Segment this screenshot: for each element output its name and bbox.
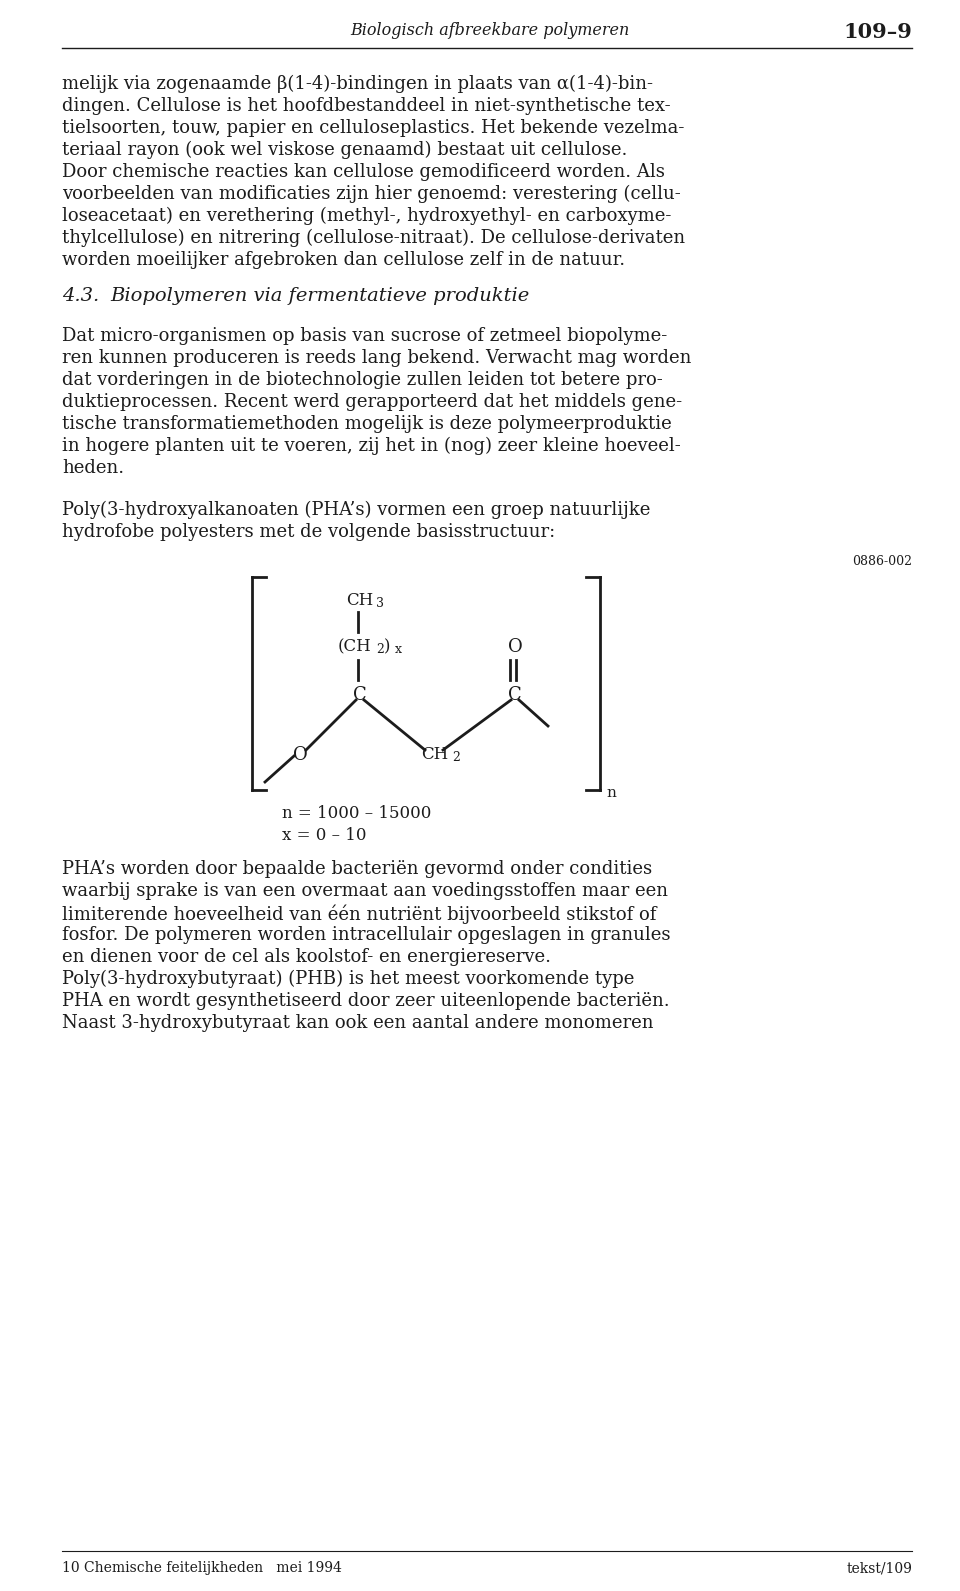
- Text: waarbij sprake is van een overmaat aan voedingsstoffen maar een: waarbij sprake is van een overmaat aan v…: [62, 881, 668, 901]
- Text: O: O: [293, 746, 307, 764]
- Text: O: O: [508, 638, 522, 655]
- Text: CH: CH: [347, 592, 373, 609]
- Text: heden.: heden.: [62, 458, 124, 477]
- Text: PHA en wordt gesynthetiseerd door zeer uiteenlopende bacteriën.: PHA en wordt gesynthetiseerd door zeer u…: [62, 993, 670, 1010]
- Text: hydrofobe polyesters met de volgende basisstructuur:: hydrofobe polyesters met de volgende bas…: [62, 523, 555, 541]
- Text: loseacetaat) en verethering (methyl-, hydroxyethyl- en carboxyme-: loseacetaat) en verethering (methyl-, hy…: [62, 207, 671, 226]
- Text: 2: 2: [376, 643, 384, 655]
- Text: melijk via zogenaamde β(1-4)-bindingen in plaats van α(1-4)-bin-: melijk via zogenaamde β(1-4)-bindingen i…: [62, 75, 653, 94]
- Text: dat vorderingen in de biotechnologie zullen leiden tot betere pro-: dat vorderingen in de biotechnologie zul…: [62, 371, 662, 390]
- Text: n: n: [606, 786, 616, 800]
- Text: Door chemische reacties kan cellulose gemodificeerd worden. Als: Door chemische reacties kan cellulose ge…: [62, 162, 665, 181]
- Text: voorbeelden van modificaties zijn hier genoemd: verestering (cellu-: voorbeelden van modificaties zijn hier g…: [62, 185, 681, 204]
- Text: thylcellulose) en nitrering (cellulose-nitraat). De cellulose-derivaten: thylcellulose) en nitrering (cellulose-n…: [62, 229, 685, 247]
- Text: x = 0 – 10: x = 0 – 10: [282, 827, 367, 843]
- Text: Biologisch afbreekbare polymeren: Biologisch afbreekbare polymeren: [350, 22, 630, 40]
- Text: en dienen voor de cel als koolstof- en energiereserve.: en dienen voor de cel als koolstof- en e…: [62, 948, 551, 966]
- Text: tische transformatiemethoden mogelijk is deze polymeerproduktie: tische transformatiemethoden mogelijk is…: [62, 415, 672, 433]
- Text: Biopolymeren via fermentatieve produktie: Biopolymeren via fermentatieve produktie: [110, 286, 529, 305]
- Text: n = 1000 – 15000: n = 1000 – 15000: [282, 805, 431, 823]
- Text: Naast 3-hydroxybutyraat kan ook een aantal andere monomeren: Naast 3-hydroxybutyraat kan ook een aant…: [62, 1013, 654, 1033]
- Text: limiterende hoeveelheid van één nutriënt bijvoorbeeld stikstof of: limiterende hoeveelheid van één nutriënt…: [62, 904, 657, 923]
- Text: duktieprocessen. Recent werd gerapporteerd dat het middels gene-: duktieprocessen. Recent werd gerapportee…: [62, 393, 683, 410]
- Text: tekst/109: tekst/109: [846, 1561, 912, 1575]
- Text: 4.3.: 4.3.: [62, 286, 99, 305]
- Text: teriaal rayon (ook wel viskose genaamd) bestaat uit cellulose.: teriaal rayon (ook wel viskose genaamd) …: [62, 142, 628, 159]
- Text: x: x: [395, 643, 402, 655]
- Text: Poly(3-hydroxyalkanoaten (PHA’s) vormen een groep natuurlijke: Poly(3-hydroxyalkanoaten (PHA’s) vormen …: [62, 501, 650, 519]
- Text: 109–9: 109–9: [843, 22, 912, 41]
- Text: dingen. Cellulose is het hoofdbestanddeel in niet-synthetische tex-: dingen. Cellulose is het hoofdbestanddee…: [62, 97, 671, 115]
- Text: tielsoorten, touw, papier en celluloseplastics. Het bekende vezelma-: tielsoorten, touw, papier en cellulosepl…: [62, 119, 684, 137]
- Text: 2: 2: [452, 751, 460, 764]
- Text: C: C: [508, 686, 522, 703]
- Text: fosfor. De polymeren worden intracellulair opgeslagen in granules: fosfor. De polymeren worden intracellula…: [62, 926, 670, 943]
- Text: 0886-002: 0886-002: [852, 555, 912, 568]
- Text: in hogere planten uit te voeren, zij het in (nog) zeer kleine hoeveel-: in hogere planten uit te voeren, zij het…: [62, 438, 681, 455]
- Text: ): ): [384, 638, 391, 655]
- Text: PHA’s worden door bepaalde bacteriën gevormd onder condities: PHA’s worden door bepaalde bacteriën gev…: [62, 861, 652, 878]
- Text: ren kunnen produceren is reeds lang bekend. Verwacht mag worden: ren kunnen produceren is reeds lang beke…: [62, 348, 691, 368]
- Text: worden moeilijker afgebroken dan cellulose zelf in de natuur.: worden moeilijker afgebroken dan cellulo…: [62, 251, 625, 269]
- Text: (CH: (CH: [338, 638, 372, 655]
- Text: Poly(3-hydroxybutyraat) (PHB) is het meest voorkomende type: Poly(3-hydroxybutyraat) (PHB) is het mee…: [62, 971, 635, 988]
- Text: CH: CH: [421, 746, 448, 764]
- Text: 10 Chemische feitelijkheden   mei 1994: 10 Chemische feitelijkheden mei 1994: [62, 1561, 342, 1575]
- Text: Dat micro-organismen op basis van sucrose of zetmeel biopolyme-: Dat micro-organismen op basis van sucros…: [62, 328, 667, 345]
- Text: C: C: [353, 686, 367, 703]
- Text: 3: 3: [376, 597, 384, 609]
